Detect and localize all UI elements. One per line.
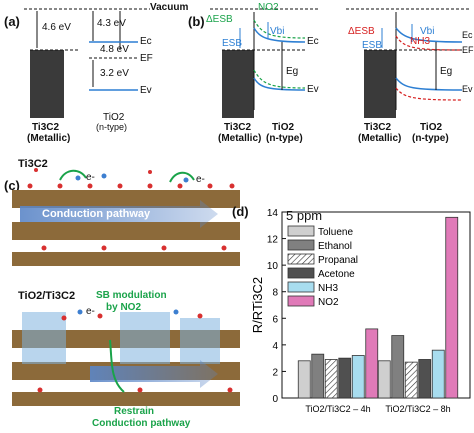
ev-b1: Ev (307, 84, 319, 95)
gap-a: 3.2 eV (100, 68, 129, 79)
delta-sb-b1: ΔESB (206, 14, 233, 25)
metal-type-b1: (Metallic) (218, 133, 262, 144)
y-tick-label: 12 (267, 235, 279, 246)
ec-b2: Ec (462, 30, 473, 40)
metal-type-a: (Metallic) (27, 133, 71, 144)
x-category-label: TiO2/Ti3C2 – 8h (385, 404, 450, 414)
vbi-b2: Vbi (420, 26, 435, 37)
y-tick-label: 6 (272, 314, 278, 325)
legend-swatch (287, 267, 315, 279)
legend-label: Toluene (318, 227, 353, 238)
legend-swatch (287, 225, 315, 237)
bar-ethanol (311, 353, 325, 399)
legend-swatch (287, 253, 315, 265)
x-category-label: TiO2/Ti3C2 – 4h (305, 404, 370, 414)
bar-no2 (445, 216, 459, 399)
y-tick-label: 2 (272, 367, 278, 378)
delta-sb-b2: ΔESB (348, 26, 375, 37)
ec-b1: Ec (307, 36, 319, 47)
panel-c-letter: (c) (4, 178, 20, 193)
y-tick-label: 8 (272, 288, 278, 299)
semi-type-b1: (n-type) (266, 133, 303, 144)
legend-swatch (287, 239, 315, 251)
panel-d-letter: (d) (232, 204, 249, 219)
electron-3: e- (86, 306, 95, 317)
bar-nh3 (351, 355, 365, 399)
legend-label: Propanal (318, 255, 358, 266)
ev-label-a: Ev (140, 85, 152, 96)
bar-nh3 (431, 349, 445, 399)
y-tick-label: 14 (267, 208, 279, 219)
legend-swatch (287, 295, 315, 307)
panel-b-letter: (b) (188, 14, 205, 29)
bar-acetone (338, 357, 352, 399)
bar-ethanol (391, 335, 405, 399)
panel-c-title-top: Ti3C2 (18, 158, 48, 170)
sb-mod-2: by NO2 (106, 302, 142, 313)
ef-b2: EF (462, 45, 474, 55)
metal-name-a: Ti3C2 (32, 122, 60, 133)
metal-name-b1: Ti3C2 (224, 122, 252, 133)
semi-type-b2: (n-type) (412, 133, 449, 144)
legend-swatch (287, 281, 315, 293)
legend-label: Ethanol (318, 241, 352, 252)
restrain-2: Conduction pathway (92, 418, 191, 429)
ev-b2: Ev (462, 84, 473, 94)
eg-b2: Eg (440, 66, 453, 77)
nh3-label-b: NH3 (410, 36, 431, 47)
work-fn-ti3c2: 4.6 eV (42, 22, 71, 33)
legend-label: NH3 (318, 283, 338, 294)
eg-b1: Eg (286, 66, 299, 77)
y-tick-label: 4 (272, 341, 278, 352)
y-tick-label: 0 (272, 394, 278, 405)
restrain-1: Restrain (114, 406, 155, 417)
bar-propanal (404, 361, 418, 399)
bar-propanal (324, 359, 338, 399)
ec-label-a: Ec (140, 36, 152, 47)
ef-label-a: EF (140, 53, 153, 64)
work-fn-tio2: 4.8 eV (100, 44, 129, 55)
panel-c-title-bottom: TiO2/Ti3C2 (18, 290, 76, 302)
electron-1: e- (86, 172, 95, 183)
chi-tio2: 4.3 eV (97, 18, 126, 29)
legend-label: NO2 (318, 297, 339, 308)
vacuum-label: Vacuum (150, 2, 189, 13)
panel-a-letter: (a) (4, 14, 20, 29)
ppm-label: 5 ppm (286, 208, 323, 223)
semi-name-b2: TiO2 (420, 122, 443, 133)
y-axis-label: R/RTi3C2 (250, 277, 265, 333)
no2-label-b: NO2 (258, 2, 279, 13)
bar-toluene (377, 360, 391, 399)
esb-b2: ESB (362, 40, 383, 51)
semi-name-a: TiO2 (103, 112, 125, 123)
metal-type-b2: (Metallic) (358, 133, 402, 144)
bar-toluene (297, 360, 311, 399)
metal-name-b2: Ti3C2 (364, 122, 392, 133)
electron-2: e- (196, 174, 205, 185)
semi-name-b1: TiO2 (272, 122, 295, 133)
legend-label: Acetone (318, 269, 355, 280)
bar-acetone (418, 359, 432, 399)
esb-b1: ESB (222, 38, 243, 49)
semi-type-a: (n-type) (96, 122, 128, 132)
y-tick-label: 10 (267, 261, 279, 272)
vbi-b1: Vbi (270, 26, 285, 37)
bar-no2 (365, 328, 379, 399)
conduction-label-top: Conduction pathway (42, 208, 151, 220)
sb-mod-1: SB modulation (96, 290, 167, 301)
